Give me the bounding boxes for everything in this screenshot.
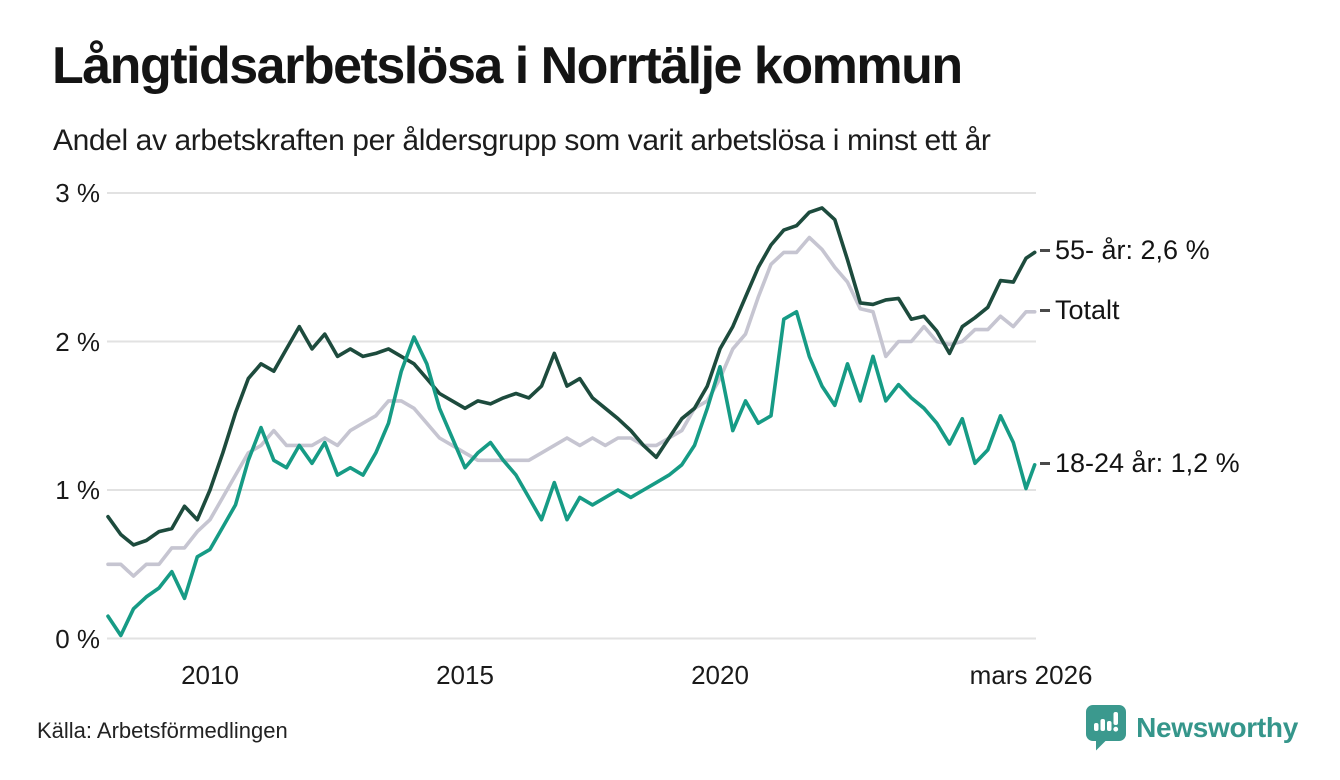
x-axis-tick-label: 2010 bbox=[181, 660, 239, 690]
y-axis-tick-label: 0 % bbox=[55, 623, 100, 654]
y-axis-tick-label: 1 % bbox=[55, 475, 100, 505]
x-axis-tick-label: 2020 bbox=[691, 660, 749, 690]
series-line-age55 bbox=[106, 206, 1037, 547]
y-axis-tick-label: 2 % bbox=[55, 326, 100, 357]
y-axis-tick-label: 3 % bbox=[55, 178, 100, 208]
newsworthy-wordmark: Newsworthy bbox=[1136, 711, 1298, 743]
source-note: Källa: Arbetsförmedlingen bbox=[37, 718, 288, 743]
series-end-label-age55: 55- år: 2,6 % bbox=[1040, 235, 1210, 266]
chart-subtitle: Andel av arbetskraften per åldersgrupp s… bbox=[53, 124, 991, 157]
x-axis-tick-label: 2015 bbox=[436, 660, 494, 690]
series-label-dash bbox=[1040, 249, 1050, 253]
series-line-age1824 bbox=[106, 309, 1037, 638]
series-line-total bbox=[106, 235, 1037, 578]
series-end-label-text: 18-24 år: 1,2 % bbox=[1055, 447, 1240, 478]
series-label-dash bbox=[1040, 461, 1050, 465]
newsworthy-icon bbox=[1086, 705, 1127, 751]
series-end-label-total: Totalt bbox=[1040, 295, 1120, 326]
series-end-label-text: 55- år: 2,6 % bbox=[1055, 235, 1210, 266]
series-end-label-age1824: 18-24 år: 1,2 % bbox=[1040, 448, 1240, 479]
newsworthy-logo[interactable]: Newsworthy bbox=[1085, 704, 1298, 751]
x-axis-tick-label: mars 2026 bbox=[969, 660, 1093, 690]
series-label-dash bbox=[1040, 308, 1050, 312]
chart-title: Långtidsarbetslösa i Norrtälje kommun bbox=[52, 37, 963, 95]
series-end-label-text: Totalt bbox=[1055, 294, 1120, 325]
